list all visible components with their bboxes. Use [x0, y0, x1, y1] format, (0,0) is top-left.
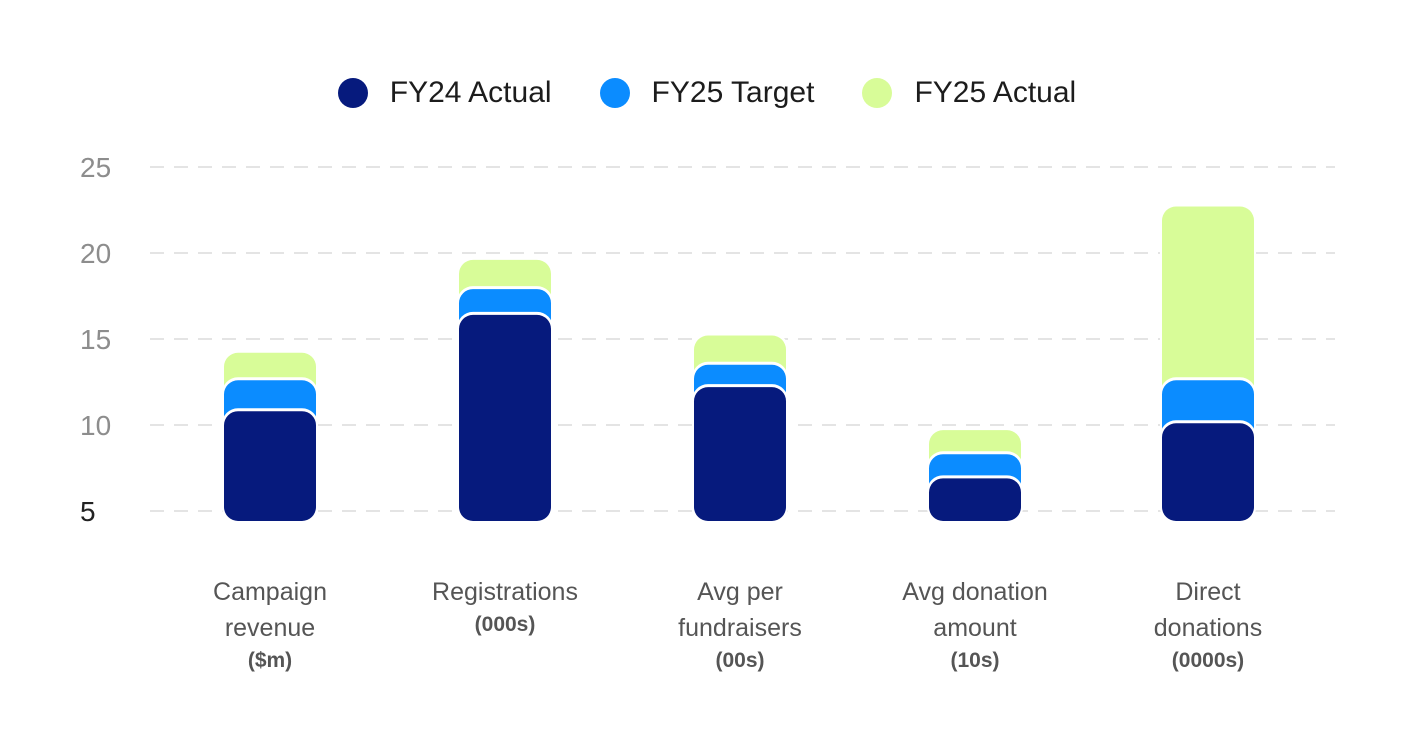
bar-fy24-actual: [459, 314, 551, 521]
category-unit: (0000s): [1171, 649, 1245, 672]
legend-item-fy25-actual: FY25 Actual: [862, 76, 1076, 110]
y-tick-label: 10: [80, 410, 111, 441]
legend-swatch: [599, 78, 630, 108]
legend-item-fy24-actual: FY24 Actual: [337, 76, 552, 110]
y-tick-label: 20: [80, 238, 111, 269]
legend-swatch: [337, 78, 368, 108]
category-unit: ($m): [247, 649, 293, 672]
category-name: Registrations: [432, 578, 578, 606]
x-tick-label: Campaign revenue ($m): [160, 574, 380, 676]
category-name: Avg donation amount: [902, 578, 1048, 642]
category-unit: (10s): [950, 649, 1000, 672]
x-tick-label: Avg donation amount (10s): [865, 574, 1085, 676]
bar-fy24-actual: [1162, 423, 1254, 521]
y-tick-label: 25: [80, 152, 111, 183]
bar-fy24-actual: [224, 411, 316, 521]
bar-fy24-actual: [694, 387, 786, 521]
legend-swatch: [862, 78, 893, 108]
legend-label: FY24 Actual: [389, 76, 552, 109]
x-tick-label: Direct donations (0000s): [1098, 574, 1318, 676]
category-unit: (000s): [474, 613, 536, 636]
category-name: Campaign revenue: [213, 578, 327, 642]
x-tick-label: Avg per fundraisers (00s): [630, 574, 850, 676]
legend-label: FY25 Target: [651, 76, 815, 109]
y-tick-label: 15: [80, 324, 111, 355]
category-name: Direct donations: [1153, 578, 1263, 642]
legend-label: FY25 Actual: [914, 76, 1077, 109]
y-tick-label: 5: [80, 496, 96, 527]
legend-item-fy25-target: FY25 Target: [599, 76, 815, 110]
category-unit: (00s): [715, 649, 765, 672]
x-tick-label: Registrations (000s): [395, 574, 615, 640]
bar-fy24-actual: [929, 478, 1021, 521]
chart-legend: FY24 Actual FY25 Target FY25 Actual: [0, 76, 1414, 110]
category-name: Avg per fundraisers: [678, 578, 802, 642]
